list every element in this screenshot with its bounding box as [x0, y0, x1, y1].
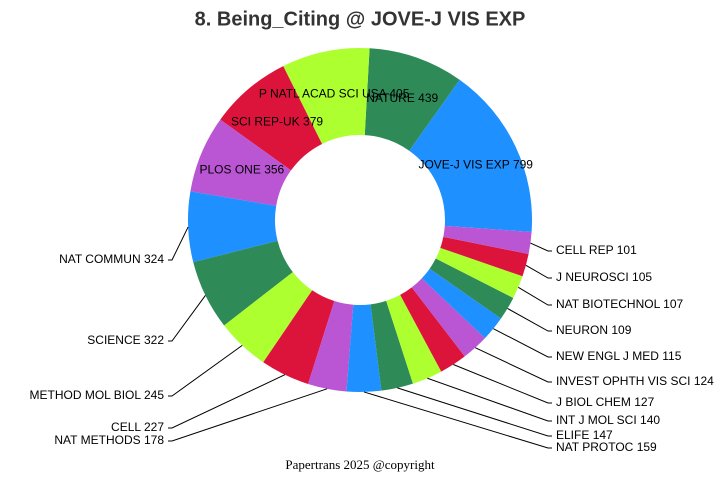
slice [308, 301, 354, 392]
label-value: 356 [264, 163, 284, 177]
label-name: INT J MOL SCI [556, 413, 637, 427]
slice-label: NEURON 109 [556, 323, 632, 337]
slice [188, 191, 278, 263]
leader-line [530, 242, 552, 252]
leader-line [168, 226, 189, 261]
slice [370, 300, 413, 391]
leader-line [453, 364, 552, 404]
slice [220, 66, 323, 171]
leader-line [475, 347, 552, 383]
label-name: P NATL ACAD SCI USA [259, 87, 387, 101]
label-name: ELIFE [556, 428, 589, 442]
slice-label: SCI REP-UK 379 [231, 115, 323, 129]
label-name: NEURON [556, 323, 608, 337]
slice-label: PLOS ONE 356 [199, 163, 284, 177]
leader-line [168, 295, 206, 342]
slice-label: JOVE-J VIS EXP 799 [418, 157, 533, 171]
label-name: NATURE [366, 91, 414, 105]
slice-label: J NEUROSCI 105 [556, 270, 652, 284]
slice [411, 278, 485, 357]
label-value: 107 [663, 297, 683, 311]
label-value: 124 [694, 374, 714, 388]
label-name: NAT PROTOC [556, 440, 634, 454]
slice [283, 48, 370, 144]
label-value: 405 [389, 87, 409, 101]
label-value: 799 [513, 157, 533, 171]
leader-line [168, 344, 243, 397]
slice [346, 304, 382, 393]
slice-label: NAT PROTOC 159 [556, 440, 657, 454]
label-name: NAT BIOTECHNOL [556, 297, 661, 311]
label-name: INVEST OPHTH VIS SCI [556, 374, 690, 388]
label-value: 159 [637, 440, 657, 454]
label-value: 178 [144, 433, 164, 447]
leader-line [168, 374, 286, 429]
label-value: 101 [617, 243, 637, 257]
slice [421, 268, 501, 339]
slice-label: NEW ENGL J MED 115 [556, 349, 682, 363]
leader-line [397, 387, 552, 437]
label-value: 379 [303, 115, 323, 129]
slice [400, 287, 465, 372]
slice-label: METHOD MOL BIOL 245 [30, 388, 165, 402]
footer: Papertrans 2025 @copyright [285, 457, 435, 472]
label-value: 105 [632, 270, 652, 284]
label-name: NAT COMMUN [59, 252, 141, 266]
leader-line [427, 377, 552, 422]
slice [224, 272, 313, 363]
label-name: NAT METHODS [54, 433, 140, 447]
label-value: 439 [418, 91, 438, 105]
leader-line [363, 391, 552, 449]
label-value: 127 [634, 395, 654, 409]
label-value: 115 [662, 349, 681, 363]
label-name: SCIENCE [87, 333, 140, 347]
slice [263, 290, 335, 384]
slice [440, 236, 529, 277]
leader-line [518, 286, 552, 306]
slice-label: NAT METHODS 178 [54, 433, 164, 447]
slice-label: NAT COMMUN 324 [59, 252, 164, 266]
leader-line [525, 264, 552, 279]
slice-label: P NATL ACAD SCI USA 405 [259, 87, 410, 101]
slice-label: J BIOL CHEM 127 [556, 395, 655, 409]
leader-line [168, 388, 328, 442]
label-value: 227 [144, 420, 164, 434]
slice [409, 79, 532, 232]
slice-label: ELIFE 147 [556, 428, 613, 442]
label-name: SCI REP-UK [231, 115, 300, 129]
slice [435, 247, 523, 298]
label-name: METHOD MOL BIOL [30, 388, 142, 402]
label-name: CELL [111, 420, 141, 434]
label-name: NEW ENGL J MED [556, 349, 659, 363]
label-value: 322 [144, 333, 164, 347]
slice [364, 48, 460, 151]
label-value: 147 [593, 428, 613, 442]
label-name: PLOS ONE [199, 163, 260, 177]
slice-label: INVEST OPHTH VIS SCI 124 [556, 374, 714, 388]
label-name: JOVE-J VIS EXP [418, 157, 509, 171]
slice-label: CELL REP 101 [556, 243, 637, 257]
label-name: J BIOL CHEM [556, 395, 631, 409]
chart-title: 8. Being_Citing @ JOVE-J VIS EXP [195, 8, 526, 30]
label-name: CELL REP [556, 243, 614, 257]
label-value: 140 [640, 413, 660, 427]
slice [386, 294, 442, 384]
slice-label: NATURE 439 [366, 91, 438, 105]
slice-label: INT J MOL SCI 140 [556, 413, 660, 427]
slice [443, 225, 532, 255]
slice [190, 119, 291, 206]
slice-label: CELL 227 [111, 420, 164, 434]
label-value: 245 [144, 388, 164, 402]
slice [193, 240, 293, 326]
leader-line [493, 328, 552, 358]
slice-label: SCIENCE 322 [87, 333, 164, 347]
label-value: 109 [611, 323, 631, 337]
label-value: 324 [144, 252, 164, 266]
slice [429, 258, 514, 319]
label-name: J NEUROSCI [556, 270, 629, 284]
leader-line [507, 308, 552, 332]
slice-label: NAT BIOTECHNOL 107 [556, 297, 683, 311]
